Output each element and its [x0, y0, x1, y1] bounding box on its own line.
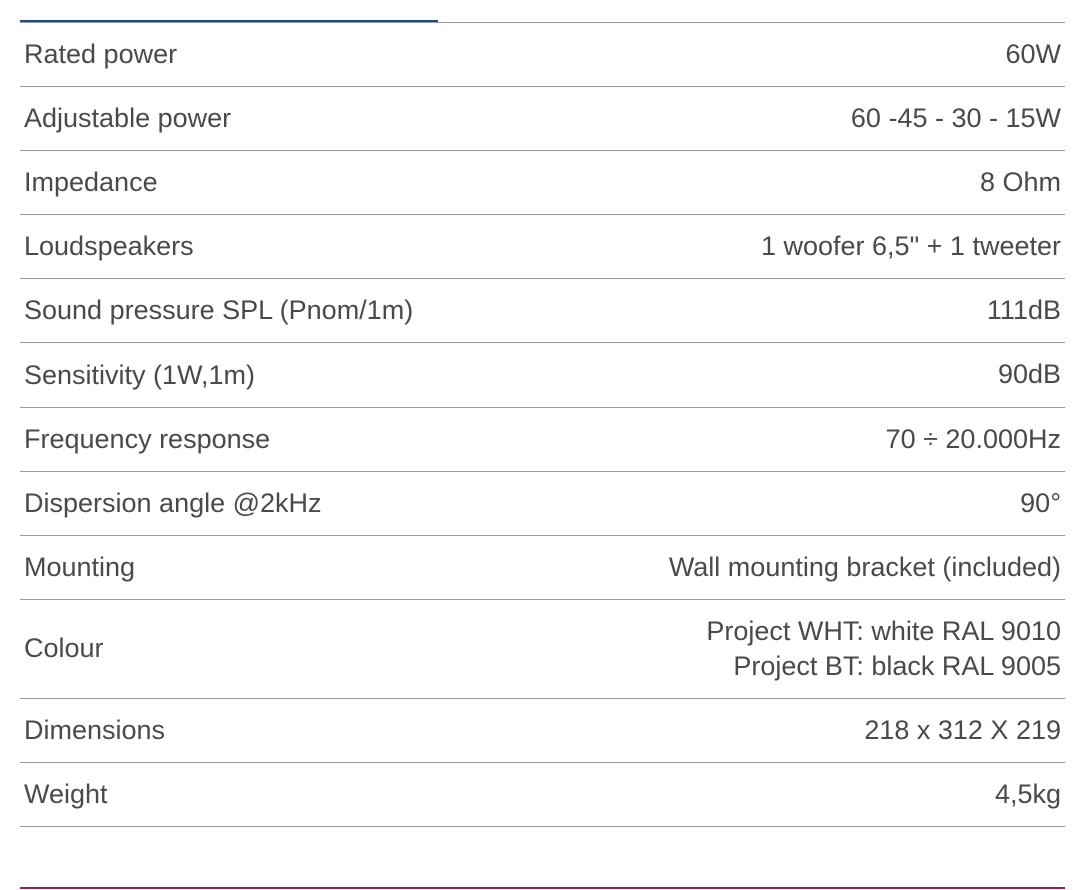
table-row: Impedance 8 Ohm: [20, 151, 1065, 215]
bottom-accent-bar: [20, 887, 1065, 889]
spec-value: Wall mounting bracket (included): [669, 550, 1061, 585]
spec-label: Dimensions: [24, 715, 165, 746]
spec-label: Sensitivity (1W,1m): [24, 360, 255, 391]
spec-label: Mounting: [24, 552, 135, 583]
spec-label: Colour: [24, 633, 104, 664]
table-row: Weight 4,5kg: [20, 763, 1065, 827]
spec-value: 8 Ohm: [980, 165, 1061, 200]
spec-value: 1 woofer 6,5" + 1 tweeter: [761, 229, 1061, 264]
spec-value: 218 x 312 X 219: [864, 713, 1061, 748]
spec-value: 60 -45 - 30 - 15W: [851, 101, 1061, 136]
table-row: Frequency response 70 ÷ 20.000Hz: [20, 408, 1065, 472]
table-row: Loudspeakers 1 woofer 6,5" + 1 tweeter: [20, 215, 1065, 279]
table-row: Sound pressure SPL (Pnom/1m) 111dB: [20, 279, 1065, 343]
spec-label: Adjustable power: [24, 103, 231, 134]
spec-table: Rated power 60W Adjustable power 60 -45 …: [20, 20, 1065, 889]
spec-label: Rated power: [24, 39, 177, 70]
table-row: Dispersion angle @2kHz 90°: [20, 472, 1065, 536]
spec-value: 90°: [1020, 486, 1061, 521]
spec-label: Impedance: [24, 167, 158, 198]
spec-label: Frequency response: [24, 424, 270, 455]
table-row: Mounting Wall mounting bracket (included…: [20, 536, 1065, 600]
spec-value: 90dB: [998, 357, 1061, 392]
spec-value: 111dB: [987, 293, 1061, 328]
table-row: Colour Project WHT: white RAL 9010 Proje…: [20, 600, 1065, 699]
spec-label: Sound pressure SPL (Pnom/1m): [24, 295, 413, 326]
spec-value: 60W: [1005, 37, 1061, 72]
spec-label: Dispersion angle @2kHz: [24, 488, 322, 519]
spec-label: Loudspeakers: [24, 231, 194, 262]
spec-value: 4,5kg: [995, 777, 1061, 812]
table-row: Adjustable power 60 -45 - 30 - 15W: [20, 87, 1065, 151]
spec-value: Project WHT: white RAL 9010 Project BT: …: [706, 614, 1061, 684]
table-row: Dimensions 218 x 312 X 219: [20, 699, 1065, 763]
table-row: Rated power 60W: [20, 23, 1065, 87]
spec-value: 70 ÷ 20.000Hz: [886, 422, 1061, 457]
table-row: Sensitivity (1W,1m) 90dB: [20, 343, 1065, 407]
spec-label: Weight: [24, 779, 108, 810]
